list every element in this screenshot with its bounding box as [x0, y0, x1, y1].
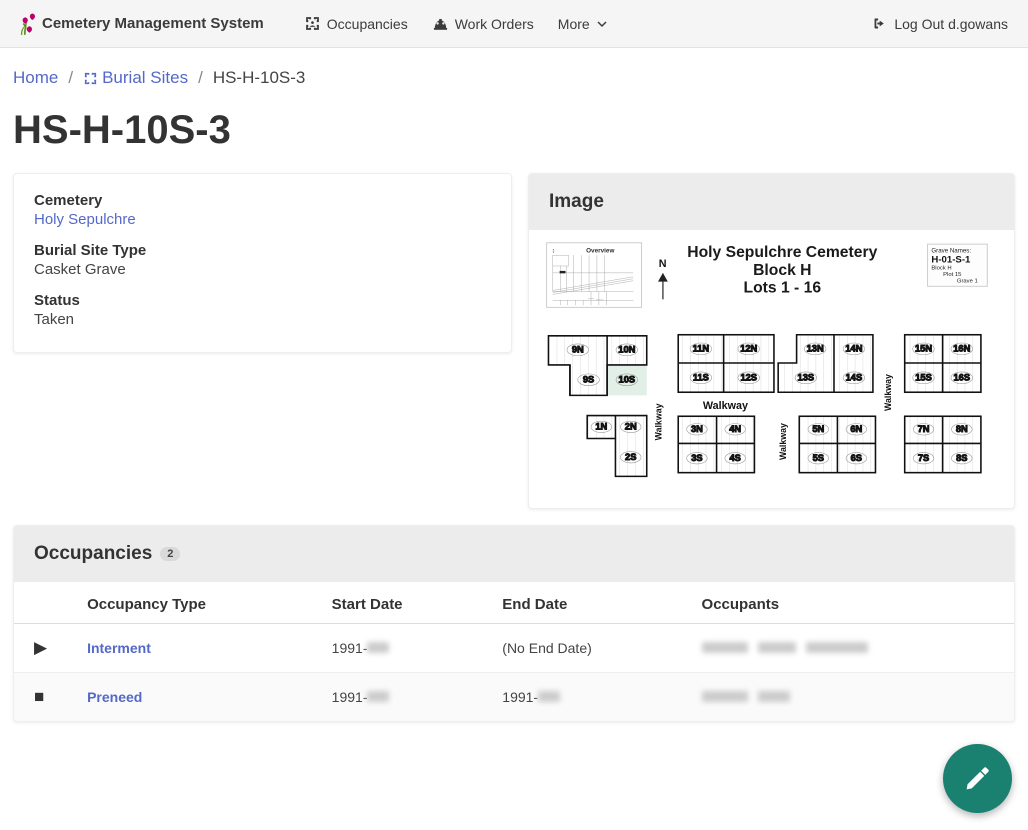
- svg-text:Walkway: Walkway: [883, 374, 893, 411]
- svg-text:13N: 13N: [807, 344, 824, 354]
- svg-text:12S: 12S: [740, 373, 757, 383]
- svg-text:16S: 16S: [954, 373, 971, 383]
- svg-text:6S: 6S: [851, 453, 862, 463]
- svg-text:Walkway: Walkway: [654, 403, 664, 440]
- svg-text:5N: 5N: [812, 424, 824, 434]
- svg-text:6N: 6N: [850, 424, 862, 434]
- svg-text:2N: 2N: [625, 422, 637, 432]
- svg-text:15S: 15S: [915, 373, 932, 383]
- svg-text:13S: 13S: [798, 373, 815, 383]
- svg-text:9S: 9S: [583, 375, 594, 385]
- svg-text:5S: 5S: [813, 453, 824, 463]
- svg-text:Plot 15: Plot 15: [943, 272, 962, 278]
- svg-text:9N: 9N: [572, 345, 584, 355]
- svg-text:4S: 4S: [730, 453, 741, 463]
- svg-text:16N: 16N: [953, 344, 970, 354]
- svg-text:15N: 15N: [915, 344, 932, 354]
- svg-text:Grave 1: Grave 1: [957, 279, 978, 285]
- svg-text:↕: ↕: [552, 247, 555, 254]
- svg-text:1N: 1N: [595, 422, 607, 432]
- svg-text:12N: 12N: [740, 344, 757, 354]
- svg-text:7N: 7N: [918, 424, 930, 434]
- svg-text:N: N: [659, 258, 667, 270]
- svg-text:Block H: Block H: [931, 266, 951, 272]
- svg-text:11N: 11N: [693, 344, 710, 354]
- svg-text:14S: 14S: [846, 373, 863, 383]
- svg-text:Overview: Overview: [586, 247, 614, 254]
- svg-text:3S: 3S: [691, 453, 702, 463]
- svg-text:8S: 8S: [956, 453, 967, 463]
- svg-text:10S: 10S: [619, 375, 636, 385]
- svg-text:2S: 2S: [625, 452, 636, 462]
- svg-text:Lots 1 - 16: Lots 1 - 16: [743, 279, 821, 296]
- svg-text:H-01-S-1: H-01-S-1: [931, 255, 971, 266]
- svg-text:3N: 3N: [691, 424, 703, 434]
- svg-text:Block H: Block H: [753, 262, 811, 279]
- svg-text:10N: 10N: [618, 345, 635, 355]
- svg-text:11S: 11S: [693, 373, 709, 383]
- svg-text:4N: 4N: [729, 424, 741, 434]
- svg-text:7S: 7S: [918, 453, 929, 463]
- svg-text:14N: 14N: [845, 344, 862, 354]
- svg-text:Holy Sepulchre Cemetery: Holy Sepulchre Cemetery: [687, 244, 877, 261]
- svg-text:8N: 8N: [956, 424, 968, 434]
- svg-text:Walkway: Walkway: [703, 400, 748, 412]
- svg-text:Walkway: Walkway: [778, 423, 788, 460]
